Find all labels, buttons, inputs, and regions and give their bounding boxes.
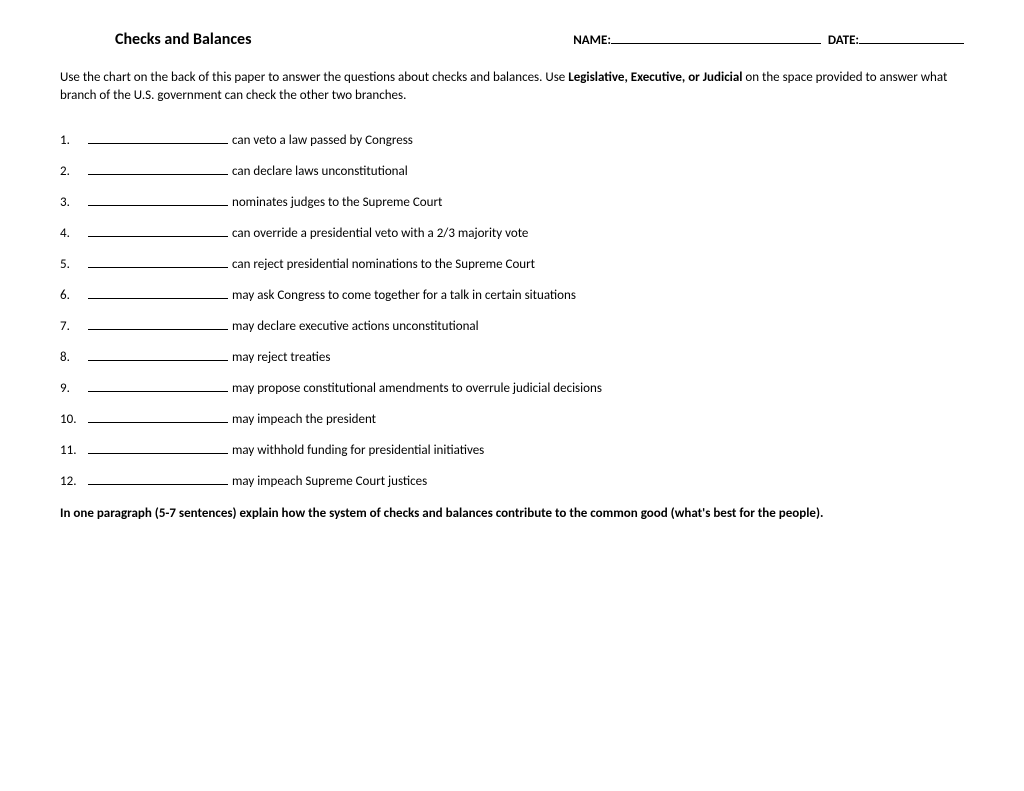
question-item: may withhold funding for presidential in…: [60, 443, 964, 458]
question-text: may withhold funding for presidential in…: [232, 443, 484, 458]
question-item: may ask Congress to come together for a …: [60, 288, 964, 303]
answer-blank[interactable]: [88, 360, 228, 361]
question-text: may propose constitutional amendments to…: [232, 381, 602, 396]
instructions: Use the chart on the back of this paper …: [60, 69, 964, 105]
answer-blank[interactable]: [88, 329, 228, 330]
question-item: may reject treaties: [60, 350, 964, 365]
question-item: can veto a law passed by Congress: [60, 133, 964, 148]
question-text: nominates judges to the Supreme Court: [232, 195, 442, 210]
header-row: Checks and Balances NAME: DATE:: [60, 30, 964, 49]
questions-list: can veto a law passed by Congress can de…: [60, 133, 964, 489]
question-item: can override a presidential veto with a …: [60, 226, 964, 241]
answer-blank[interactable]: [88, 174, 228, 175]
name-date-fields: NAME: DATE:: [573, 33, 964, 48]
date-label: DATE:: [828, 33, 859, 48]
name-label: NAME:: [573, 33, 611, 48]
answer-blank[interactable]: [88, 143, 228, 144]
question-item: may declare executive actions unconstitu…: [60, 319, 964, 334]
answer-blank[interactable]: [88, 453, 228, 454]
question-item: can reject presidential nominations to t…: [60, 257, 964, 272]
question-text: may impeach Supreme Court justices: [232, 474, 427, 489]
worksheet-title: Checks and Balances: [115, 30, 251, 49]
instructions-part1: Use the chart on the back of this paper …: [60, 70, 568, 85]
name-blank[interactable]: [611, 43, 821, 44]
question-text: can reject presidential nominations to t…: [232, 257, 535, 272]
answer-blank[interactable]: [88, 298, 228, 299]
question-item: nominates judges to the Supreme Court: [60, 195, 964, 210]
question-item: may propose constitutional amendments to…: [60, 381, 964, 396]
answer-blank[interactable]: [88, 391, 228, 392]
question-text: can override a presidential veto with a …: [232, 226, 528, 241]
answer-blank[interactable]: [88, 484, 228, 485]
question-text: may declare executive actions unconstitu…: [232, 319, 479, 334]
answer-blank[interactable]: [88, 422, 228, 423]
instructions-bold: Legislative, Executive, or Judicial: [568, 70, 742, 85]
question-item: may impeach the president: [60, 412, 964, 427]
date-blank[interactable]: [859, 43, 964, 44]
question-text: may ask Congress to come together for a …: [232, 288, 576, 303]
question-text: can veto a law passed by Congress: [232, 133, 413, 148]
answer-blank[interactable]: [88, 236, 228, 237]
essay-prompt: In one paragraph (5-7 sentences) explain…: [60, 505, 964, 523]
answer-blank[interactable]: [88, 267, 228, 268]
question-text: may impeach the president: [232, 412, 376, 427]
question-item: can declare laws unconstitutional: [60, 164, 964, 179]
answer-blank[interactable]: [88, 205, 228, 206]
question-text: may reject treaties: [232, 350, 330, 365]
question-text: can declare laws unconstitutional: [232, 164, 408, 179]
question-item: may impeach Supreme Court justices: [60, 474, 964, 489]
